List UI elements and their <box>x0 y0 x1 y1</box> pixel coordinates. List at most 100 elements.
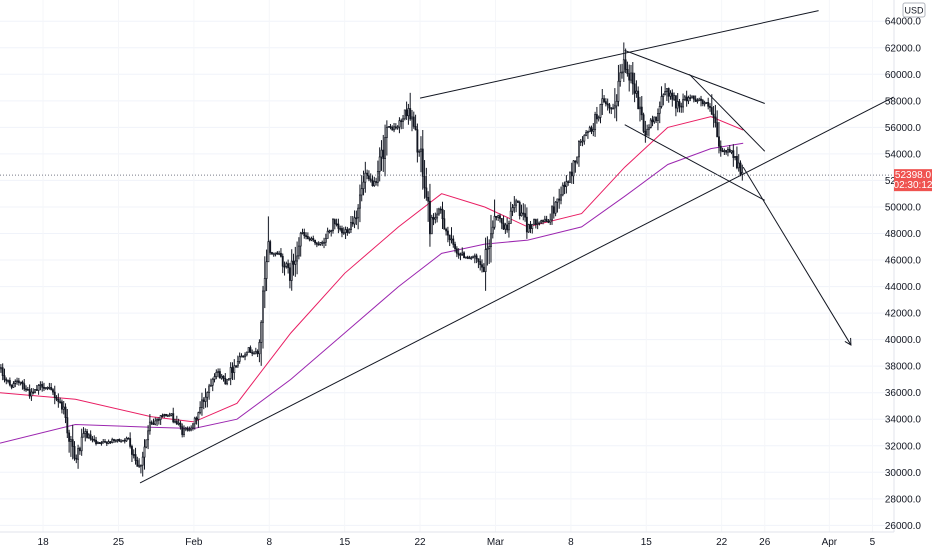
candle[interactable] <box>122 439 124 442</box>
candle[interactable] <box>402 114 404 129</box>
candle[interactable] <box>499 213 501 223</box>
candle[interactable] <box>143 439 146 470</box>
candle[interactable] <box>674 95 677 117</box>
candle[interactable] <box>253 350 255 355</box>
candle[interactable] <box>403 109 406 121</box>
candle[interactable] <box>192 423 194 431</box>
trendlines[interactable] <box>139 10 895 484</box>
candle[interactable] <box>622 42 625 82</box>
candle[interactable] <box>455 246 458 258</box>
candle[interactable] <box>148 414 151 435</box>
candle[interactable] <box>312 235 315 243</box>
candle[interactable] <box>5 377 8 385</box>
candle[interactable] <box>190 425 193 432</box>
candle[interactable] <box>509 201 512 224</box>
candle[interactable] <box>256 349 259 358</box>
candle[interactable] <box>358 184 361 223</box>
candle[interactable] <box>511 204 514 217</box>
price-axis[interactable]: 26000.0 28000.0 30000.0 32000.0 34000.0 36000… <box>885 17 922 532</box>
candle[interactable] <box>111 437 114 444</box>
candle[interactable] <box>197 411 200 428</box>
candle[interactable] <box>488 239 491 264</box>
candle[interactable] <box>244 352 246 361</box>
candle[interactable] <box>396 125 399 130</box>
candle[interactable] <box>105 441 108 447</box>
candle[interactable] <box>319 242 322 246</box>
candle[interactable] <box>398 117 401 134</box>
candle[interactable] <box>384 124 387 177</box>
candle[interactable] <box>125 436 128 442</box>
candle[interactable] <box>701 98 704 107</box>
candle[interactable] <box>229 362 232 386</box>
candle[interactable] <box>490 214 492 263</box>
candle[interactable] <box>615 94 618 122</box>
candle[interactable] <box>102 438 105 444</box>
candle[interactable] <box>280 248 282 258</box>
trendline[interactable] <box>624 49 765 104</box>
candle[interactable] <box>502 215 505 230</box>
candle[interactable] <box>454 241 457 253</box>
candle[interactable] <box>516 200 519 204</box>
candle[interactable] <box>188 426 191 432</box>
trendline[interactable] <box>742 166 852 346</box>
candle[interactable] <box>278 250 281 256</box>
candle[interactable] <box>660 86 663 109</box>
candle[interactable] <box>463 251 465 259</box>
candle[interactable] <box>109 441 112 444</box>
candle[interactable] <box>651 115 654 127</box>
candle[interactable] <box>407 103 410 125</box>
candle[interactable] <box>306 232 309 240</box>
candle[interactable] <box>285 261 288 269</box>
candle[interactable] <box>694 95 697 103</box>
candle[interactable] <box>656 108 659 131</box>
candle[interactable] <box>3 368 6 383</box>
candle[interactable] <box>610 107 613 115</box>
candle[interactable] <box>0 364 2 373</box>
candle[interactable] <box>283 261 286 276</box>
candle[interactable] <box>739 160 742 177</box>
candle[interactable] <box>251 349 254 357</box>
candle[interactable] <box>552 196 555 219</box>
candle[interactable] <box>104 438 106 443</box>
candle[interactable] <box>62 401 65 415</box>
candle[interactable] <box>682 93 685 113</box>
candle[interactable] <box>39 381 42 391</box>
candle[interactable] <box>98 442 101 444</box>
candle[interactable] <box>515 198 518 213</box>
candle[interactable] <box>91 436 94 443</box>
candle[interactable] <box>82 427 85 438</box>
candle[interactable] <box>434 212 437 224</box>
candle[interactable] <box>324 233 327 246</box>
candle[interactable] <box>608 102 611 114</box>
candle[interactable] <box>156 417 159 426</box>
candle[interactable] <box>718 121 720 154</box>
candle[interactable] <box>612 103 614 110</box>
candle[interactable] <box>308 236 311 242</box>
candle[interactable] <box>653 116 656 124</box>
candle[interactable] <box>741 164 744 181</box>
candle[interactable] <box>265 249 268 292</box>
candle[interactable] <box>48 382 51 390</box>
candle[interactable] <box>145 439 148 449</box>
candle[interactable] <box>204 388 207 408</box>
candle[interactable] <box>181 423 184 438</box>
candle[interactable] <box>87 433 90 439</box>
candle[interactable] <box>405 101 408 120</box>
candle[interactable] <box>288 262 291 289</box>
candle[interactable] <box>35 384 38 391</box>
candle[interactable] <box>730 150 733 155</box>
candle[interactable] <box>393 122 395 133</box>
candle[interactable] <box>28 384 31 399</box>
candle[interactable] <box>520 204 523 217</box>
candle[interactable] <box>371 175 374 187</box>
candle[interactable] <box>540 219 543 225</box>
trendline[interactable] <box>624 124 765 201</box>
candle[interactable] <box>113 438 115 443</box>
candle[interactable] <box>518 200 521 220</box>
candle[interactable] <box>443 210 446 230</box>
candle[interactable] <box>163 413 166 418</box>
candle[interactable] <box>7 379 10 384</box>
candle[interactable] <box>186 426 189 432</box>
candle[interactable] <box>696 98 699 104</box>
candle[interactable] <box>522 203 525 221</box>
